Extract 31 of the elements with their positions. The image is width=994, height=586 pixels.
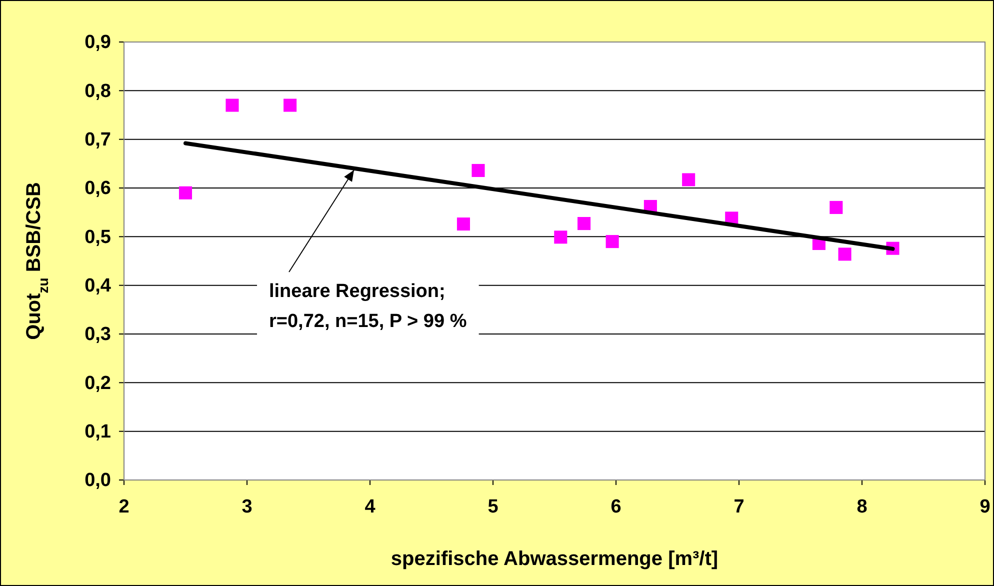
point — [226, 98, 239, 112]
point — [838, 248, 852, 261]
x-tick-label: 2 — [118, 496, 130, 518]
point — [178, 186, 192, 200]
y-tick-label: 0,3 — [84, 324, 111, 346]
y-tick-label: 0,2 — [84, 372, 111, 394]
y-tick-label: 0,8 — [84, 80, 111, 102]
y-tick-label: 0,5 — [84, 226, 112, 248]
x-tick-label: 5 — [488, 496, 499, 518]
y-tick-label: 0,1 — [84, 421, 112, 442]
x-axis-title: spezifische Abwassermenge [m³/t] — [390, 548, 718, 570]
point — [456, 217, 470, 231]
x-tick-label: 8 — [856, 496, 868, 518]
x-tick-label: 3 — [242, 496, 252, 518]
point — [682, 173, 696, 186]
point — [830, 200, 843, 214]
y-tick-label: 0,9 — [84, 32, 111, 54]
x-tick-label: 9 — [980, 496, 990, 518]
y-tick-label: 0,6 — [84, 178, 111, 200]
x-tick-label: 6 — [610, 496, 622, 518]
point — [606, 235, 619, 248]
annotation: lineare Regression; r=0,72, n=15, P > 99 % — [269, 280, 467, 332]
x-tick-label: 7 — [734, 496, 744, 518]
point — [578, 217, 591, 230]
y-tick-label: 0,0 — [84, 470, 111, 492]
y-tick-label: 0,7 — [84, 129, 111, 150]
y-tick-label: 0,4 — [84, 275, 112, 296]
x-tick-label: 4 — [364, 496, 376, 518]
point — [284, 98, 297, 112]
point — [472, 164, 485, 177]
point — [554, 230, 568, 244]
